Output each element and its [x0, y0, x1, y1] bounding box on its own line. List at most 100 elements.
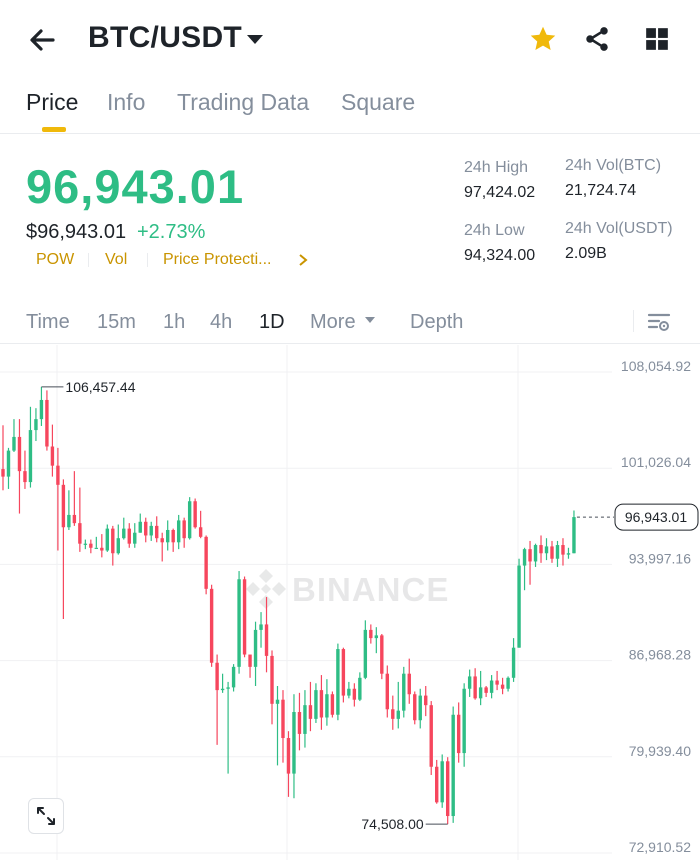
candle-body: [374, 635, 379, 639]
share-button[interactable]: [580, 22, 614, 56]
candle-body: [440, 761, 444, 803]
candle-body: [220, 688, 225, 691]
price-chart[interactable]: BINANCE 108,054.92 101,026.04 93,997.16 86,…: [0, 345, 700, 860]
candle-body: [122, 528, 126, 539]
candle-body: [28, 430, 33, 483]
main-tabs: Price Info Trading Data Square: [0, 78, 700, 134]
candle-body: [100, 547, 104, 551]
candle-body: [198, 527, 203, 537]
candles: [1, 386, 576, 825]
candle-body: [380, 635, 384, 674]
candle-body: [511, 647, 516, 678]
tag-pow[interactable]: POW: [36, 251, 75, 268]
interval-1d[interactable]: 1D: [259, 311, 285, 333]
candle-body: [572, 517, 576, 554]
candle-body: [489, 680, 494, 693]
candle-body: [270, 655, 274, 704]
y-tick-label: 79,939.40: [629, 743, 691, 759]
candle-body: [83, 543, 88, 545]
candle-body: [517, 565, 521, 648]
interval-depth[interactable]: Depth: [410, 311, 464, 333]
chart-labels: 108,054.92 101,026.04 93,997.16 86,968.28 79…: [41, 358, 699, 855]
candle-body: [209, 588, 214, 663]
candle-body: [407, 673, 411, 695]
candle-body: [319, 690, 324, 718]
candle-body: [533, 545, 538, 562]
candle-body: [204, 536, 208, 589]
arrow-left-icon: [30, 29, 55, 51]
tab-price[interactable]: Price: [26, 89, 79, 115]
candle-body: [484, 687, 488, 693]
candle-body: [566, 553, 571, 555]
chevron-right-icon[interactable]: [297, 253, 309, 267]
candle-body: [539, 545, 543, 554]
candle-body: [451, 714, 455, 817]
tab-square[interactable]: Square: [341, 89, 416, 115]
tag-price-protection[interactable]: Price Protecti...: [163, 251, 272, 268]
candle-body: [138, 521, 142, 533]
candle-body: [133, 532, 137, 544]
more-caret-icon[interactable]: [364, 315, 376, 325]
layout-button[interactable]: [640, 22, 674, 56]
candle-body: [555, 545, 560, 559]
interval-bar: Time 15m 1h 4h 1D More Depth: [0, 300, 700, 344]
interval-4h[interactable]: 4h: [210, 311, 233, 333]
candle-body: [385, 673, 389, 710]
low-24h-label: 24h Low: [464, 222, 525, 239]
y-tick-label: 93,997.16: [629, 550, 691, 566]
candle-body: [544, 546, 549, 554]
candle-body: [12, 436, 16, 451]
candle-body: [39, 399, 44, 420]
tag-vol[interactable]: Vol: [105, 251, 128, 268]
candle-body: [127, 528, 131, 544]
tab-info[interactable]: Info: [107, 89, 146, 115]
caret-down-icon[interactable]: [244, 28, 266, 50]
y-tick-label: 101,026.04: [621, 454, 691, 470]
candle-body: [253, 629, 258, 667]
candle-body: [314, 690, 318, 719]
last-price: 96,943.01: [26, 160, 245, 213]
tab-trading-data[interactable]: Trading Data: [177, 89, 310, 115]
low-marker-label: 74,508.00: [361, 816, 423, 832]
watermark-text: BINANCE: [292, 571, 449, 608]
low-24h-value: 94,324.00: [464, 247, 536, 264]
candle-body: [506, 677, 510, 689]
candle-body: [23, 471, 27, 483]
candle-body: [363, 629, 368, 678]
candle-body: [111, 528, 115, 554]
candle-body: [303, 705, 307, 734]
favorite-button[interactable]: [526, 22, 560, 56]
candle-body: [297, 712, 302, 734]
candle-body: [264, 624, 269, 656]
candle-body: [78, 523, 82, 544]
candle-body: [105, 528, 110, 551]
vol-btc-label: 24h Vol(BTC): [565, 157, 662, 174]
share-icon: [586, 27, 608, 51]
star-icon: [530, 26, 556, 50]
candle-body: [248, 654, 252, 667]
candle-body: [275, 699, 280, 704]
tag-divider: [147, 253, 148, 267]
candle-body: [424, 695, 428, 706]
interval-time[interactable]: Time: [26, 311, 70, 333]
expand-chart-button[interactable]: [28, 798, 64, 834]
back-button[interactable]: [24, 22, 60, 58]
interval-more[interactable]: More: [310, 311, 356, 333]
pair-title[interactable]: BTC/USDT: [88, 21, 243, 54]
interval-1h[interactable]: 1h: [163, 311, 186, 333]
interval-15m[interactable]: 15m: [97, 311, 136, 333]
candle-body: [550, 546, 554, 559]
candle-body: [1, 469, 5, 477]
active-tab-indicator: [42, 127, 66, 132]
chart-settings-icon[interactable]: [645, 308, 673, 336]
candle-body: [166, 529, 170, 543]
candle-body: [308, 705, 313, 719]
candle-body: [435, 766, 439, 803]
candle-body: [56, 465, 60, 485]
candle-body: [116, 538, 120, 554]
candle-body: [413, 694, 417, 721]
candle-body: [445, 761, 450, 817]
candle-body: [561, 545, 565, 555]
candlestick-chart[interactable]: BINANCE 108,054.92 101,026.04 93,997.16 86,…: [0, 345, 700, 860]
candle-body: [396, 710, 400, 719]
